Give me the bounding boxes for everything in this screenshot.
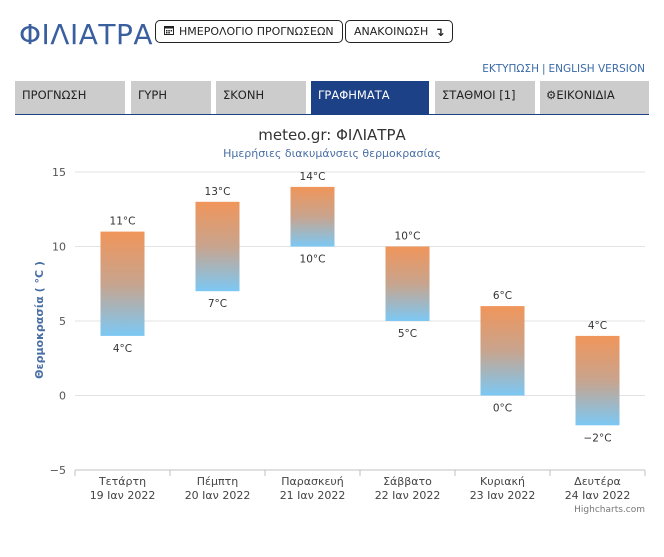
max-temp-label: 10°C xyxy=(395,231,421,243)
link-separator: | xyxy=(541,63,546,75)
min-temp-label: 0°C xyxy=(493,403,512,415)
announcement-label: ΑΝΑΚΟΙΝΩΣΗ xyxy=(354,25,429,38)
tab-stations[interactable]: ΣΤΑΘΜΟΙ [1] xyxy=(435,81,535,115)
x-category-day: Παρασκευή xyxy=(281,475,344,488)
min-temp-label: 10°C xyxy=(300,254,326,266)
print-link[interactable]: ΕΚΤΥΠΩΣΗ xyxy=(482,63,539,75)
min-temp-label: 5°C xyxy=(398,328,417,340)
x-category-date: 21 Ιαν 2022 xyxy=(280,489,346,502)
tab-charts[interactable]: ΓΡΑΦΗΜΑΤΑ xyxy=(311,81,429,115)
site-title[interactable]: ΦΙΛΙΑΤΡΑ xyxy=(19,18,154,51)
y-tick-label: 0 xyxy=(59,390,66,403)
x-category-day: Κυριακή xyxy=(480,475,525,488)
calendar-icon xyxy=(164,25,174,38)
tab-icons-label: ΕΙΚΟΝΙΔΙΑ xyxy=(556,88,615,102)
x-category-date: 20 Ιαν 2022 xyxy=(185,489,251,502)
y-tick-label: 10 xyxy=(52,241,66,254)
y-tick-label: 5 xyxy=(59,315,66,328)
english-version-link[interactable]: ENGLISH VERSION xyxy=(548,63,645,75)
temperature-range-bar xyxy=(290,186,335,247)
tab-pollen[interactable]: ΓΥΡΗ xyxy=(131,81,211,115)
chart-subtitle: Ημερήσιες διακυμάνσεις θερμοκρασίας xyxy=(223,147,441,160)
tab-dust[interactable]: ΣΚΟΝΗ xyxy=(216,81,306,115)
max-temp-label: 4°C xyxy=(588,320,607,332)
tab-divider xyxy=(15,114,649,115)
temperature-range-bar xyxy=(100,231,145,336)
max-temp-label: 14°C xyxy=(300,171,326,183)
x-category-day: Σάββατο xyxy=(383,475,432,488)
min-temp-label: 7°C xyxy=(208,298,227,310)
max-temp-label: 11°C xyxy=(110,216,136,228)
y-tick-label: −5 xyxy=(50,464,66,477)
announcement-button[interactable]: ΑΝΑΚΟΙΝΩΣΗ ↴ xyxy=(345,20,454,43)
max-temp-label: 6°C xyxy=(493,290,512,302)
highcharts-credit[interactable]: Highcharts.com xyxy=(574,505,645,515)
main-tabs: ΠΡΟΓΝΩΣΗ ΓΥΡΗ ΣΚΟΝΗ ΓΡΑΦΗΜΑΤΑ ΣΤΑΘΜΟΙ [1… xyxy=(15,81,649,115)
max-temp-label: 13°C xyxy=(205,186,231,198)
x-category-day: Πέμπτη xyxy=(197,475,238,488)
temperature-range-bar xyxy=(480,306,525,396)
min-temp-label: 4°C xyxy=(113,343,132,355)
x-category-day: Τετάρτη xyxy=(98,475,146,488)
temperature-range-bar xyxy=(575,335,620,426)
tab-forecast[interactable]: ΠΡΟΓΝΩΣΗ xyxy=(15,81,125,115)
gear-icon: ⚙ xyxy=(546,88,557,102)
chart-title: meteo.gr: ΦΙΛΙΑΤΡΑ xyxy=(258,126,406,144)
x-category-date: 23 Ιαν 2022 xyxy=(470,489,536,502)
y-tick-label: 15 xyxy=(52,166,66,179)
forecast-calendar-label: ΗΜΕΡΟΛΟΓΙΟ ΠΡΟΓΝΩΣΕΩΝ xyxy=(179,25,334,38)
temperature-range-bar xyxy=(385,246,430,321)
y-axis-title: Θερμοκρασία ( °C ) xyxy=(33,261,46,379)
min-temp-label: −2°C xyxy=(583,432,611,444)
x-category-date: 19 Ιαν 2022 xyxy=(90,489,156,502)
x-category-day: Δευτέρα xyxy=(574,475,621,488)
tab-icons[interactable]: ⚙ΕΙΚΟΝΙΔΙΑ xyxy=(540,81,649,115)
x-category-date: 22 Ιαν 2022 xyxy=(375,489,441,502)
top-links: ΕΚΤΥΠΩΣΗ | ENGLISH VERSION xyxy=(482,63,645,75)
forecast-calendar-button[interactable]: ΗΜΕΡΟΛΟΓΙΟ ΠΡΟΓΝΩΣΕΩΝ xyxy=(155,20,343,43)
arrow-down-right-icon: ↴ xyxy=(434,24,445,39)
x-category-date: 24 Ιαν 2022 xyxy=(565,489,631,502)
temperature-range-bar xyxy=(195,201,240,292)
